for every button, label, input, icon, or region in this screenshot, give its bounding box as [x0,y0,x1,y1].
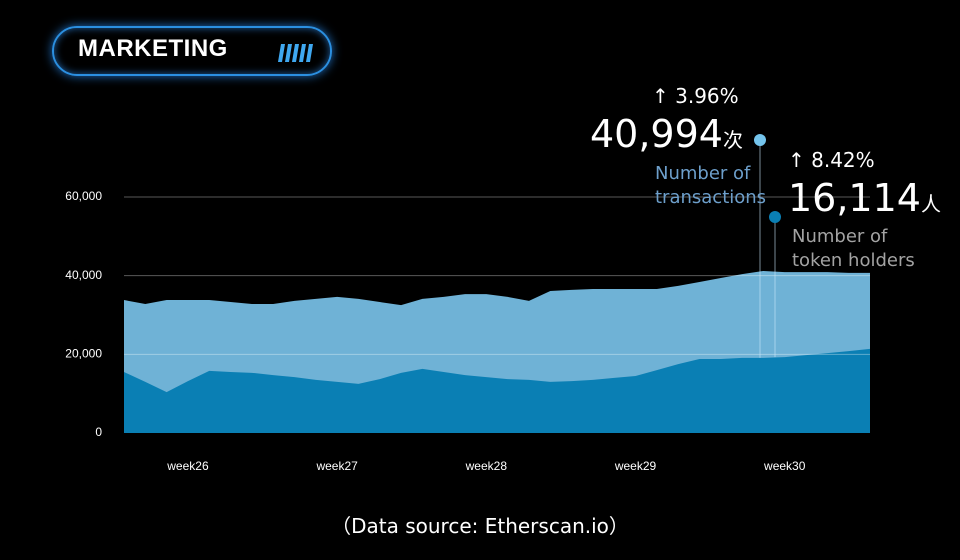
source-note: （Data source: Etherscan.io） [331,514,629,538]
series-label: Number of transactions [655,163,767,208]
callout-dot [754,134,766,146]
big-value: 40,994次 [590,112,743,156]
x-tick-label: week27 [315,459,358,473]
x-tick-label: week28 [465,459,508,473]
x-tick-label: week30 [763,459,806,473]
unit-text: 人 [920,192,941,216]
area [124,348,870,433]
y-tick-label: 20,000 [65,347,102,361]
big-value: 16,114人 [788,176,941,220]
y-tick-label: 40,000 [65,268,102,282]
unit-text: 次 [722,128,743,152]
y-tick-label: 60,000 [65,189,102,203]
value-text: 40,994 [590,112,723,156]
value-text: 16,114 [788,176,921,220]
change-label: ↑ 8.42% [788,148,875,172]
change-label: ↑ 3.96% [652,84,739,108]
x-tick-label: week29 [614,459,657,473]
callout-dot [769,211,781,223]
header-title: MARKETING [78,35,228,62]
header-pill [52,26,332,76]
y-tick-label: 0 [95,425,102,439]
x-tick-label: week26 [166,459,209,473]
series-label: Number of token holders [792,226,915,271]
